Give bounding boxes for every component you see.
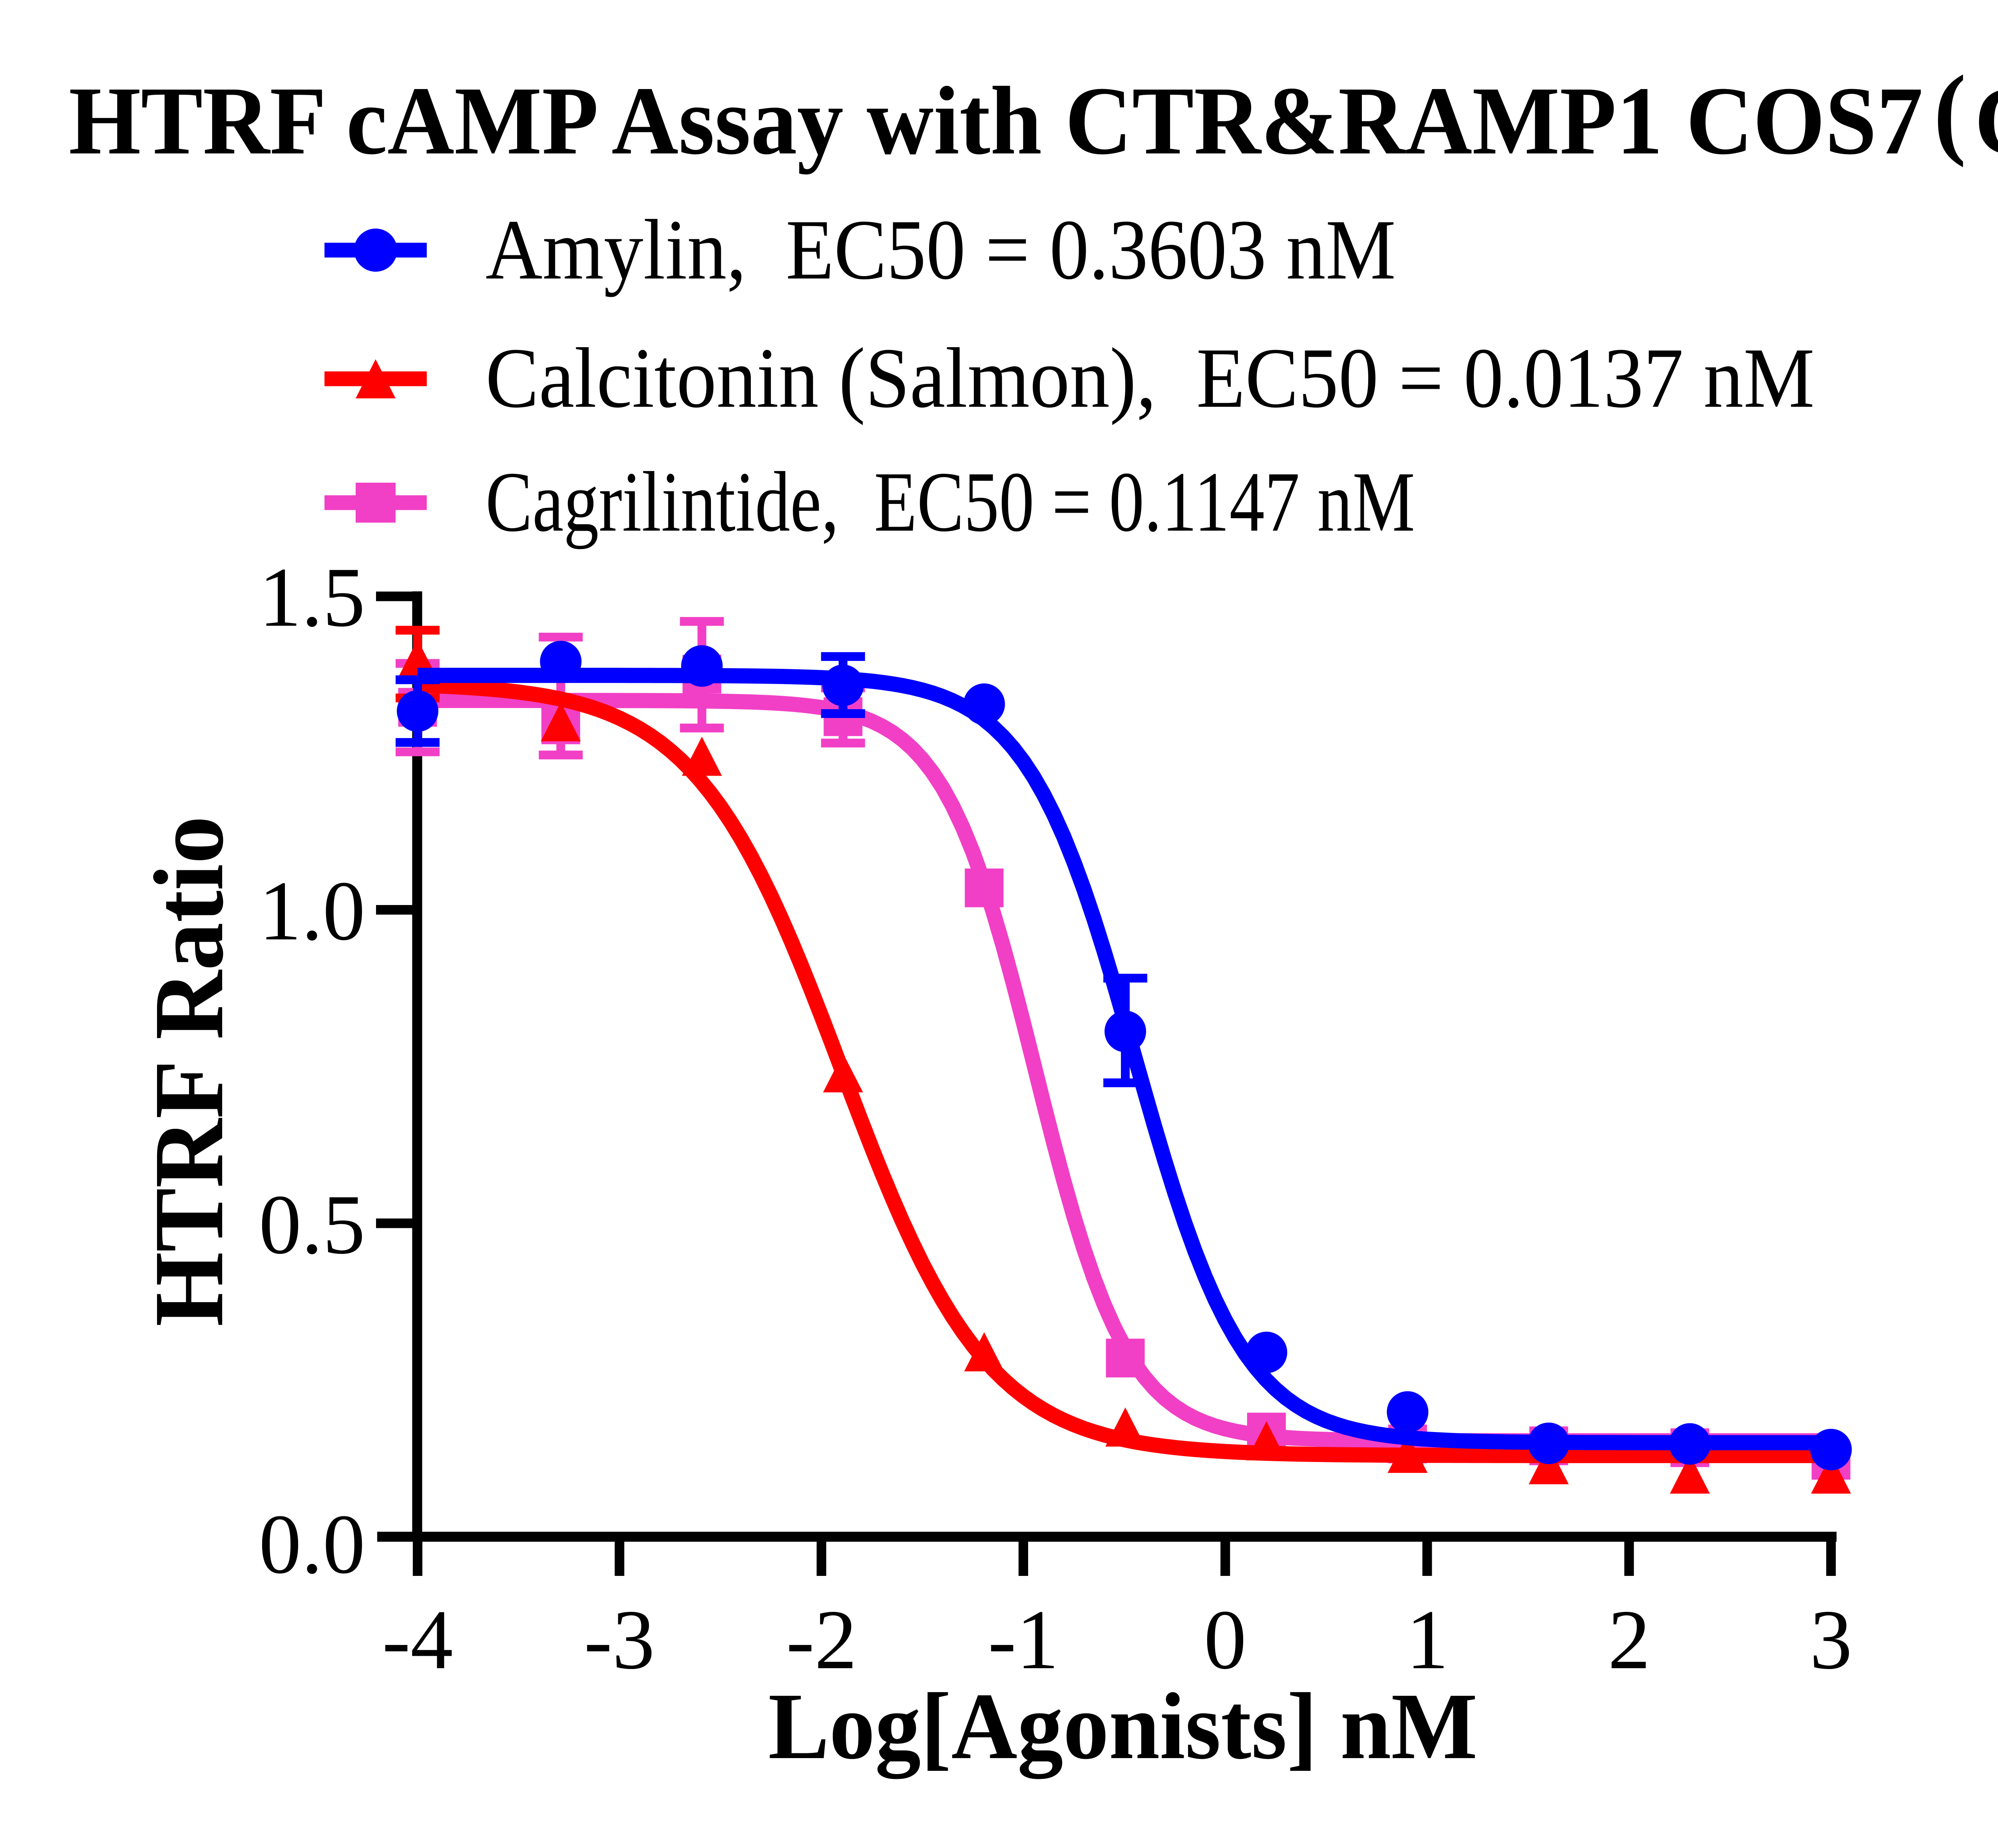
svg-text:2: 2 (1608, 1593, 1651, 1687)
svg-text:1: 1 (1406, 1593, 1449, 1687)
svg-text:-2: -2 (786, 1593, 857, 1687)
svg-text:3: 3 (1810, 1593, 1853, 1687)
svg-text:Calcitonin (Salmon), EC50 = 0: Calcitonin (Salmon), EC50 = 0.0137 nM (486, 330, 1815, 426)
svg-text:1.5: 1.5 (259, 550, 365, 645)
svg-text:-1: -1 (988, 1593, 1059, 1687)
svg-text:Cagrilintide, EC50 = 0.1147 n: Cagrilintide, EC50 = 0.1147 nM (486, 454, 1415, 549)
svg-text:1.0: 1.0 (259, 864, 365, 958)
svg-text:0: 0 (1204, 1593, 1247, 1687)
svg-text:HTRF cAMP Assay with CTR&RAMP1: HTRF cAMP Assay with CTR&RAMP1 COS7(C34) (69, 55, 1998, 175)
svg-text:0.5: 0.5 (259, 1178, 365, 1272)
svg-text:0.0: 0.0 (259, 1497, 365, 1591)
svg-text:Amylin, EC50 = 0.3603 nM: Amylin, EC50 = 0.3603 nM (486, 202, 1396, 297)
svg-text:HTRF Ratio: HTRF Ratio (133, 816, 244, 1327)
svg-text:Log[Agonists] nM: Log[Agonists] nM (768, 1674, 1478, 1779)
svg-text:-4: -4 (382, 1593, 453, 1687)
svg-text:-3: -3 (584, 1593, 655, 1687)
